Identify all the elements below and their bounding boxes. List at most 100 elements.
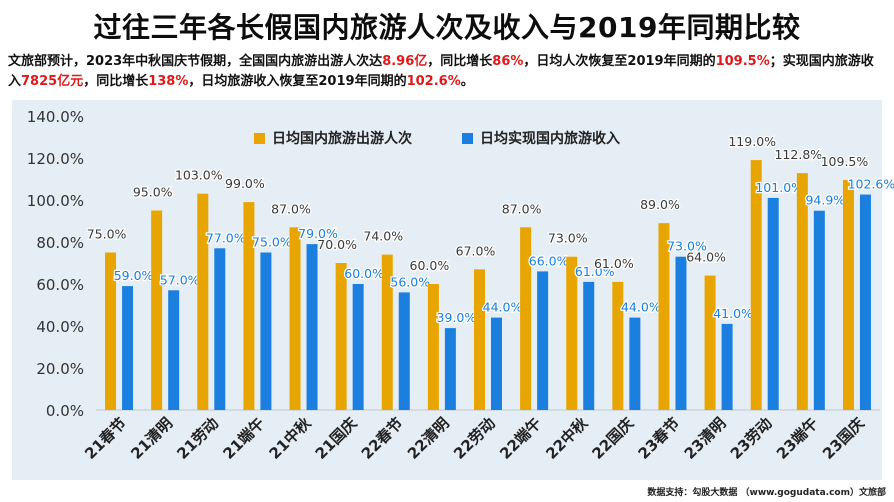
data-label-trips: 89.0% bbox=[640, 197, 680, 212]
data-label-revenue: 79.0% bbox=[298, 226, 338, 241]
data-label-revenue: 102.6% bbox=[848, 177, 894, 192]
bar-revenue bbox=[352, 284, 364, 410]
data-label-trips: 70.0% bbox=[317, 237, 357, 252]
legend-label-revenue: 日均实现国内旅游收入 bbox=[480, 131, 620, 147]
desc-text: ，日均旅游收入恢复至2019年同期的 bbox=[188, 74, 407, 89]
legend-swatch-revenue bbox=[462, 132, 473, 144]
data-label-trips: 67.0% bbox=[456, 243, 496, 258]
bar-revenue bbox=[813, 210, 825, 410]
y-tick-label: 120.0% bbox=[27, 150, 84, 168]
bar-trips bbox=[243, 202, 255, 410]
x-tick-label: 22国庆 bbox=[588, 414, 637, 463]
bar-trips bbox=[704, 275, 716, 410]
data-label-trips: 87.0% bbox=[271, 201, 311, 216]
data-label-revenue: 41.0% bbox=[713, 306, 753, 321]
bar-revenue bbox=[859, 194, 871, 410]
data-label-trips: 74.0% bbox=[363, 229, 403, 244]
x-tick-label: 22端午 bbox=[496, 414, 545, 463]
bar-trips bbox=[474, 269, 485, 410]
legend-label-trips: 日均国内旅游出游人次 bbox=[272, 131, 412, 147]
data-label-revenue: 56.0% bbox=[390, 274, 430, 289]
chart-title: 过往三年各长假国内旅游人次及收入与2019年同期比较 bbox=[93, 11, 801, 44]
data-label-revenue: 61.0% bbox=[575, 264, 615, 279]
data-label-trips: 64.0% bbox=[686, 250, 726, 265]
bar-trips bbox=[658, 223, 670, 410]
x-tick-label: 21劳动 bbox=[173, 414, 222, 463]
data-label-trips: 112.8% bbox=[774, 147, 822, 162]
x-tick-label: 22清明 bbox=[404, 414, 453, 463]
bar-trips bbox=[566, 256, 578, 410]
data-label-trips: 119.0% bbox=[728, 134, 776, 149]
bar-revenue bbox=[629, 317, 641, 410]
data-label-revenue: 57.0% bbox=[160, 272, 200, 287]
bar-revenue bbox=[767, 197, 779, 410]
data-label-trips: 99.0% bbox=[225, 176, 265, 191]
y-tick-label: 40.0% bbox=[36, 318, 84, 336]
x-tick-label: 21端午 bbox=[220, 414, 269, 463]
x-tick-label: 21国庆 bbox=[312, 414, 361, 463]
desc-highlight: 109.5% bbox=[715, 54, 770, 69]
bar-revenue bbox=[537, 271, 549, 410]
x-tick-label: 23端午 bbox=[773, 414, 822, 463]
bar-revenue bbox=[306, 244, 318, 410]
desc-highlight: 7825亿元 bbox=[21, 74, 84, 89]
data-label-trips: 95.0% bbox=[133, 185, 173, 200]
bar-revenue bbox=[721, 323, 733, 410]
x-tick-label: 21清明 bbox=[127, 414, 176, 463]
bar-revenue bbox=[168, 290, 180, 410]
bar-revenue bbox=[583, 281, 595, 410]
desc-text: ，同比增长 bbox=[83, 74, 149, 89]
bar-revenue bbox=[675, 256, 687, 410]
y-tick-label: 60.0% bbox=[36, 276, 84, 294]
x-tick-label: 21中秋 bbox=[266, 413, 315, 462]
data-label-revenue: 94.9% bbox=[805, 193, 845, 208]
bar-trips bbox=[289, 227, 301, 410]
desc-highlight: 8.96亿 bbox=[382, 54, 428, 69]
y-tick-label: 0.0% bbox=[46, 402, 84, 420]
bar-revenue bbox=[260, 252, 272, 410]
data-label-revenue: 75.0% bbox=[252, 235, 292, 250]
data-label-revenue: 101.0% bbox=[755, 180, 803, 195]
desc-highlight: 102.6% bbox=[406, 74, 461, 89]
bar-revenue bbox=[398, 292, 410, 410]
legend-swatch-trips bbox=[254, 132, 265, 144]
y-tick-label: 20.0% bbox=[36, 360, 84, 378]
data-label-trips: 75.0% bbox=[87, 227, 127, 242]
data-label-revenue: 66.0% bbox=[529, 253, 569, 268]
y-tick-label: 80.0% bbox=[36, 234, 84, 252]
desc-highlight: 138% bbox=[148, 74, 189, 89]
desc-text: 文旅部预计，2023年中秋国庆节假期，全国国内旅游出游人次达 bbox=[8, 54, 383, 69]
data-label-revenue: 77.0% bbox=[206, 230, 246, 245]
y-tick-label: 140.0% bbox=[27, 108, 84, 126]
bar-trips bbox=[427, 284, 439, 410]
x-tick-label: 23清明 bbox=[681, 414, 730, 463]
bar-trips bbox=[520, 227, 532, 410]
data-label-revenue: 39.0% bbox=[437, 310, 477, 325]
data-label-revenue: 44.0% bbox=[483, 300, 523, 315]
x-tick-label: 22劳动 bbox=[450, 414, 499, 463]
bar-trips bbox=[842, 180, 854, 410]
bar-trips bbox=[381, 254, 393, 410]
source-footer: 数据支持：勾股大数据 （www.gogudata.com）文旅部 bbox=[647, 488, 886, 498]
bar-trips bbox=[151, 210, 163, 410]
data-label-revenue: 73.0% bbox=[667, 239, 707, 254]
data-label-trips: 61.0% bbox=[594, 256, 634, 271]
data-label-trips: 87.0% bbox=[502, 201, 542, 216]
data-label-revenue: 60.0% bbox=[344, 266, 384, 281]
data-label-revenue: 59.0% bbox=[114, 268, 154, 283]
bar-revenue bbox=[122, 286, 134, 410]
x-tick-label: 21春节 bbox=[81, 414, 130, 463]
bar-trips bbox=[750, 160, 762, 410]
x-tick-label: 22中秋 bbox=[542, 413, 591, 462]
data-label-trips: 60.0% bbox=[410, 258, 450, 273]
desc-highlight: 86% bbox=[492, 54, 524, 69]
bar-trips bbox=[197, 193, 209, 410]
bar-trips bbox=[105, 252, 117, 410]
desc-text: ，日均人次恢复至2019年同期的 bbox=[523, 54, 716, 69]
bar-trips bbox=[335, 263, 347, 410]
bar-revenue bbox=[214, 248, 226, 410]
chart-description: 文旅部预计，2023年中秋国庆节假期，全国国内旅游出游人次达8.96亿 ，同比增长… bbox=[8, 52, 886, 92]
y-tick-label: 100.0% bbox=[27, 192, 84, 210]
bar-trips bbox=[612, 281, 624, 410]
